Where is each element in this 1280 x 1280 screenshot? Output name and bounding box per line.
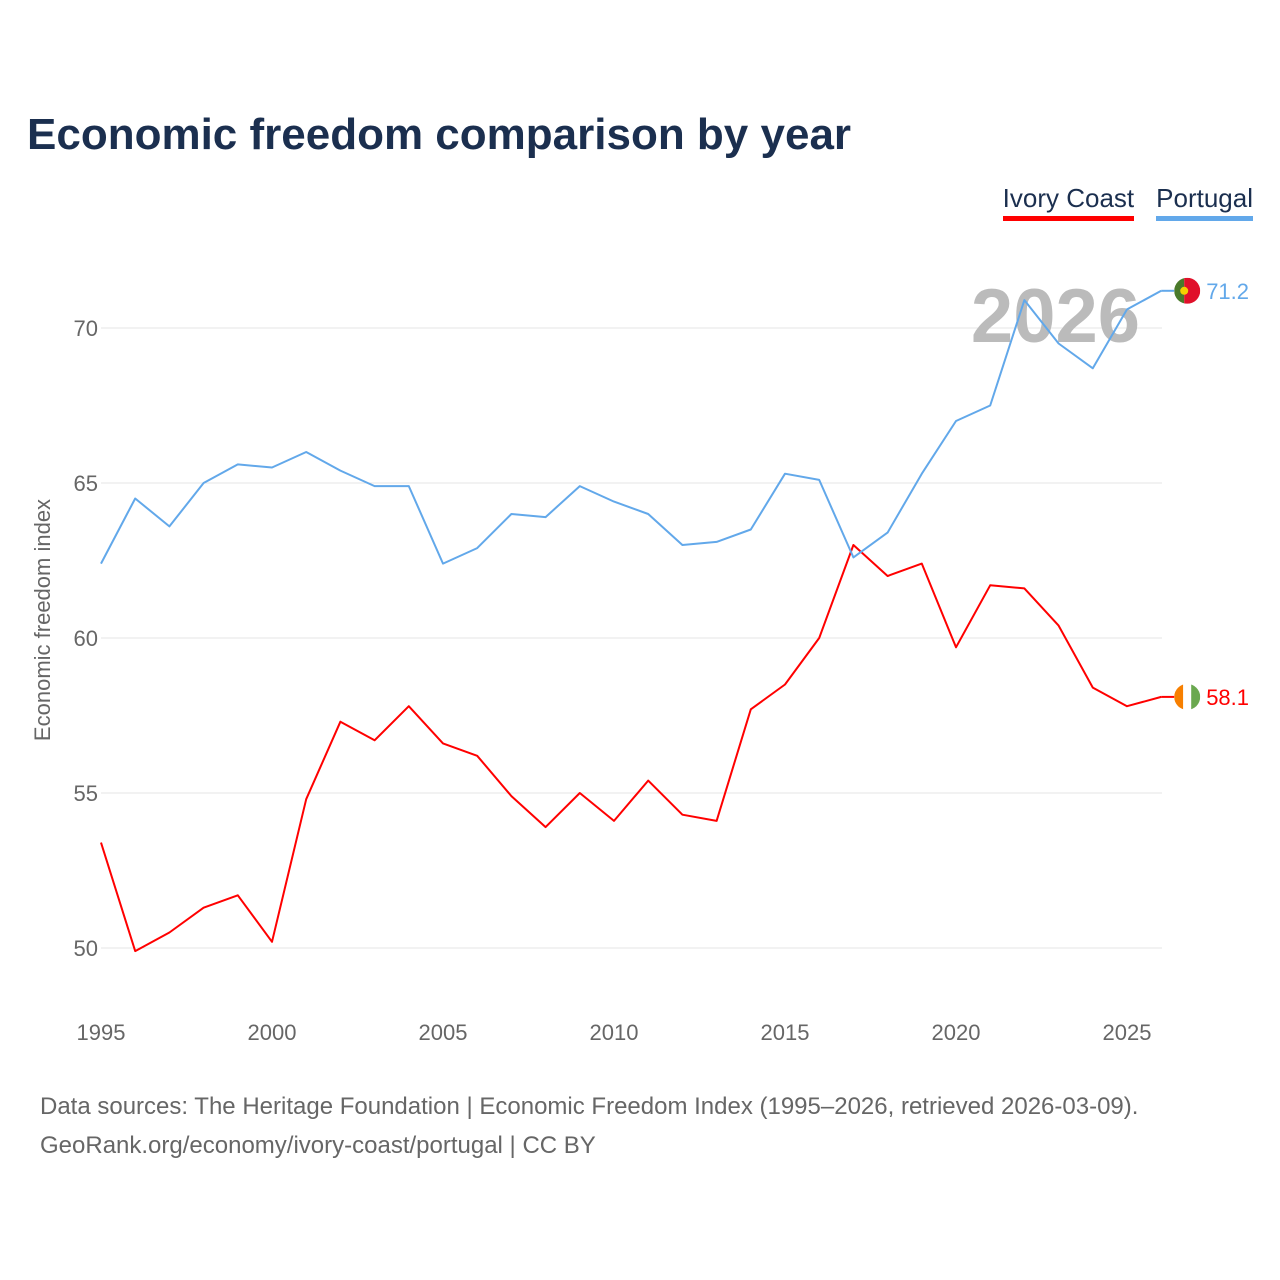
legend: Ivory Coast Portugal [1002,183,1253,221]
flag-emblem [1180,286,1189,295]
x-tick-label: 2020 [932,1020,981,1045]
y-axis-label: Economic freedom index [30,499,55,741]
ivory-coast-flag-icon [1174,683,1201,710]
flag-band [1191,683,1201,710]
source-line-1: Data sources: The Heritage Foundation | … [40,1093,1139,1120]
x-tick-label: 2000 [248,1020,297,1045]
y-tick-label: 50 [74,936,98,961]
y-tick-label: 70 [74,316,98,341]
flag-band [1174,277,1185,304]
y-tick-label: 60 [74,626,98,651]
y-tick-label: 65 [74,471,98,496]
y-tick-label: 55 [74,781,98,806]
legend-portugal[interactable]: Portugal [1156,183,1253,221]
x-tick-label: 2005 [419,1020,468,1045]
x-tick-label: 1995 [77,1020,126,1045]
end-value-label: 58.1 [1206,685,1249,710]
series-line-portugal [100,289,1162,565]
end-value-label: 71.2 [1206,279,1249,304]
flag-band [1184,277,1201,304]
legend-ivory-coast[interactable]: Ivory Coast [1002,183,1135,221]
year-watermark: 2026 [971,274,1140,359]
series-line-ivory-coast [100,544,1162,953]
portugal-flag-icon [1174,277,1201,304]
x-tick-label: 2010 [590,1020,639,1045]
x-tick-label: 2025 [1103,1020,1152,1045]
flag-band [1174,683,1184,710]
flag-band [1183,683,1192,710]
x-tick-label: 2015 [761,1020,810,1045]
source-line-2[interactable]: GeoRank.org/economy/ivory-coast/portugal… [40,1132,596,1159]
chart-title: Economic freedom comparison by year [27,110,852,159]
source-note: Data sources: The Heritage Foundation | … [40,1087,1138,1165]
